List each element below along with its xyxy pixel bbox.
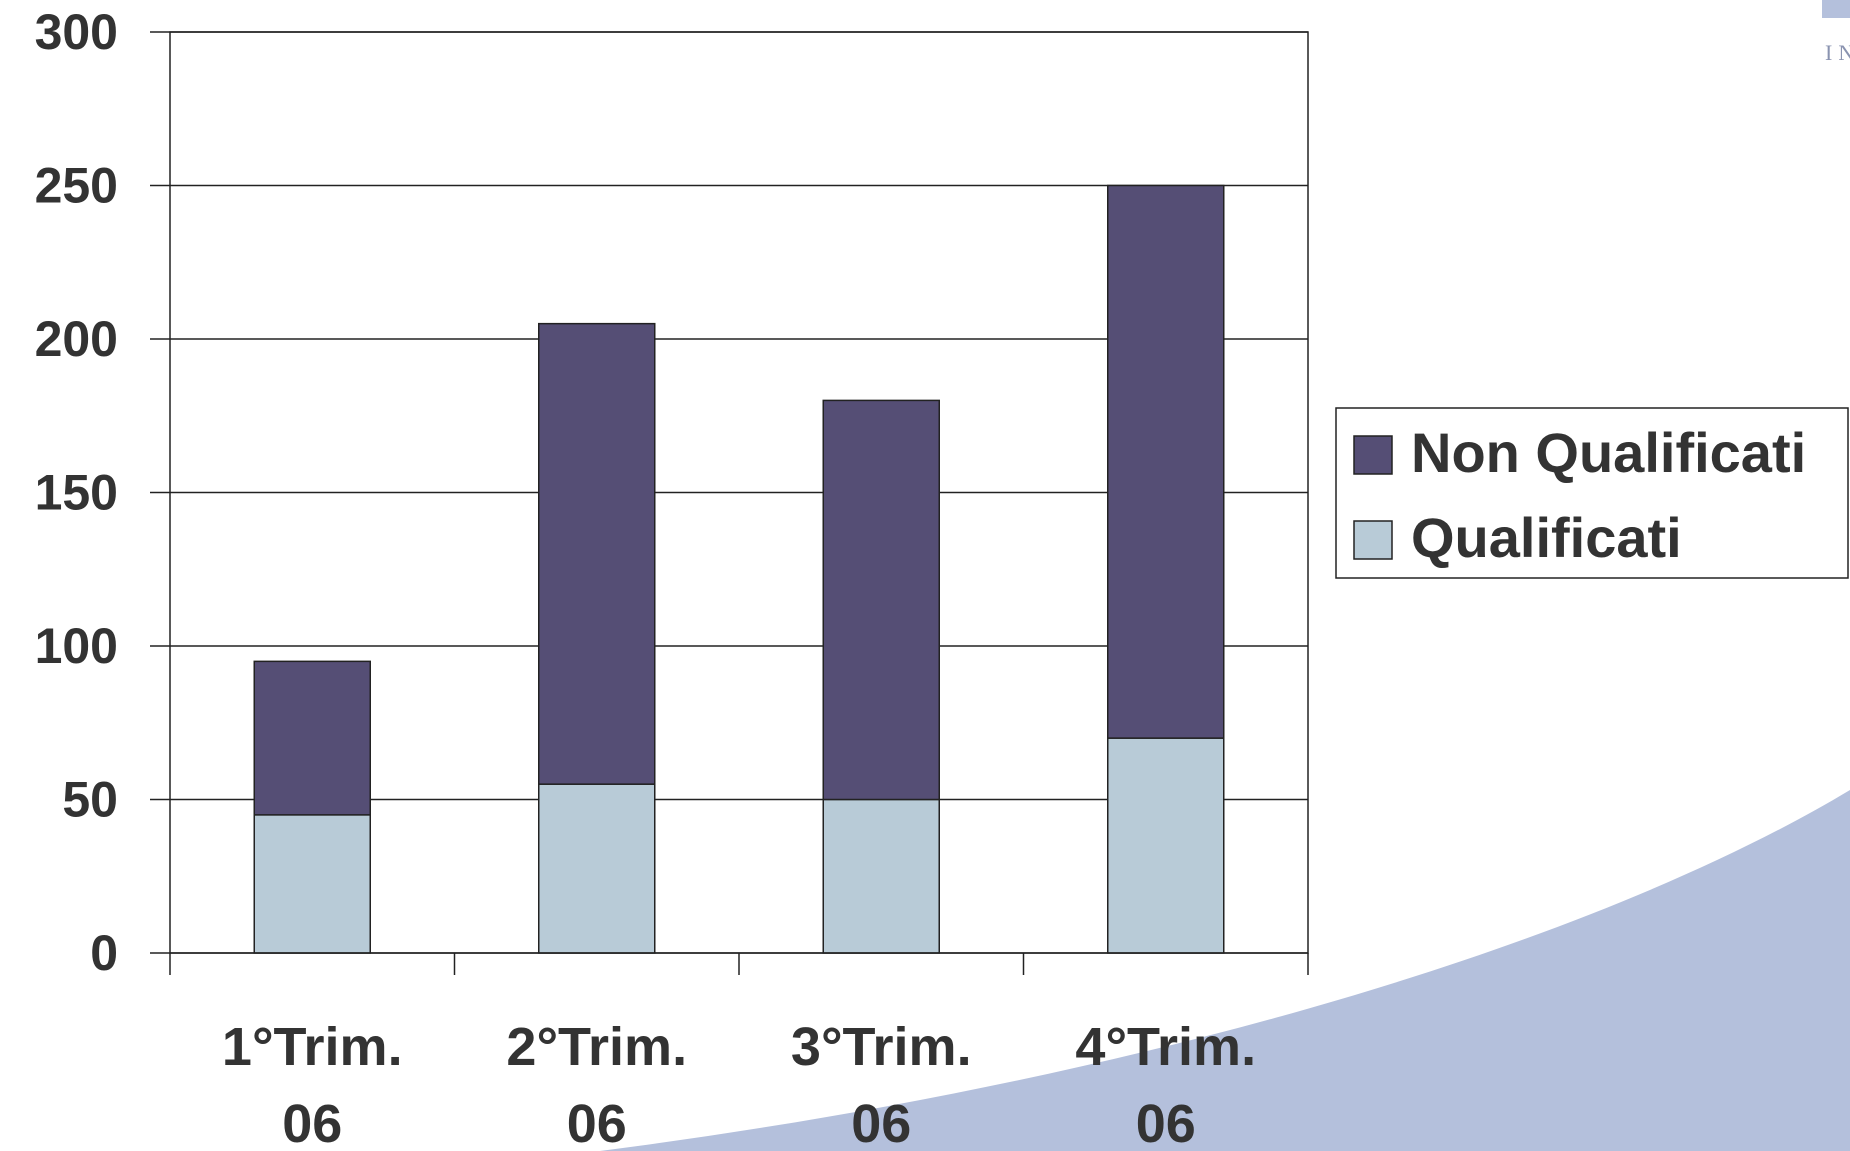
legend-label: Non Qualificati <box>1411 421 1806 484</box>
x-tick-label: 06 <box>567 1094 627 1151</box>
legend-swatch <box>1353 520 1393 560</box>
bar-qualificati <box>538 783 656 954</box>
bar-non-qualificati <box>538 322 656 785</box>
bar-non-qualificati <box>1107 184 1225 739</box>
y-tick-label: 200 <box>35 311 118 367</box>
y-tick-label: 150 <box>35 465 118 521</box>
y-tick-label: 300 <box>35 4 118 60</box>
background-swoosh <box>600 790 1850 1151</box>
bar-qualificati <box>1107 737 1225 954</box>
corner-logo-block <box>1822 0 1850 18</box>
legend-box <box>1335 407 1849 579</box>
y-tick-label: 50 <box>62 772 118 828</box>
x-tick-label: 06 <box>851 1094 911 1151</box>
axes <box>150 31 1309 975</box>
x-tick-label: 1°Trim. <box>222 1017 403 1077</box>
bar-non-qualificati <box>253 660 371 816</box>
bar-non-qualificati <box>822 399 940 801</box>
x-tick-labels: 1°Trim. 06 2°Trim. 06 3°Trim. 06 4°Trim. 06 <box>222 1017 1256 1151</box>
x-tick-label: 06 <box>1136 1094 1196 1151</box>
y-tick-label: 100 <box>35 618 118 674</box>
y-tick-labels: 0 50 100 150 200 250 300 <box>35 4 118 981</box>
x-tick-label: 06 <box>282 1094 342 1151</box>
corner-logo-text: IN <box>1825 40 1850 65</box>
legend: Non Qualificati Qualificati <box>1335 407 1849 579</box>
bar-qualificati <box>822 798 940 954</box>
x-tick-label: 2°Trim. <box>506 1017 687 1077</box>
y-tick-label: 0 <box>90 925 118 981</box>
x-tick-label: 3°Trim. <box>791 1017 972 1077</box>
legend-swatch <box>1353 435 1393 475</box>
legend-label: Qualificati <box>1411 506 1682 569</box>
bar-qualificati <box>253 814 371 954</box>
bars <box>253 184 1225 954</box>
y-tick-label: 250 <box>35 158 118 214</box>
x-tick-label: 4°Trim. <box>1075 1017 1256 1077</box>
